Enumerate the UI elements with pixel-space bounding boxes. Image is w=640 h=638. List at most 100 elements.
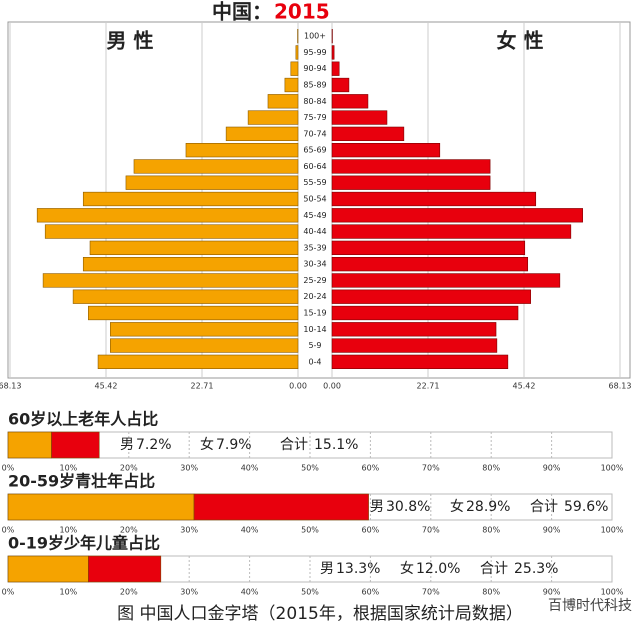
pyramid-frame [7, 21, 631, 379]
x-tick-label: 90% [543, 464, 561, 473]
x-tick-label: 70% [422, 464, 440, 473]
bar-segment [7, 493, 195, 521]
bar-female [331, 338, 498, 353]
x-tick-label: 22.71 [417, 382, 440, 391]
x-tick-label: 70% [422, 526, 440, 535]
age-label: 60-64 [303, 162, 326, 171]
x-tick-label: 80% [482, 526, 500, 535]
bar-female [331, 110, 388, 125]
bar-female [331, 289, 531, 304]
series-name: 女 [400, 560, 414, 577]
age-label: 65-69 [303, 146, 326, 155]
bar-male [89, 240, 299, 255]
x-tick-label: 50% [301, 464, 319, 473]
panel-title: 20-59岁青壮年占比 [8, 472, 155, 491]
x-tick-label: 22.71 [191, 382, 214, 391]
bar-male [247, 110, 299, 125]
caption: 图 中国人口金字塔（2015年，根据国家统计局数据） [117, 604, 523, 624]
x-tick-label: 30% [180, 588, 198, 597]
chart-subtitle: 2015 [274, 0, 330, 24]
x-tick-label: 100% [601, 464, 624, 473]
x-tick-label: 68.13 [609, 382, 632, 391]
series-name: 女 [200, 436, 214, 453]
x-tick-label: 90% [543, 526, 561, 535]
bar-female [331, 224, 572, 239]
total-label: 15.1% [314, 437, 358, 453]
x-tick-label: 0.00 [289, 382, 307, 391]
x-tick-label: 40% [241, 464, 259, 473]
x-tick-label: 20% [120, 526, 138, 535]
total-name: 合计 [280, 437, 308, 453]
x-tick-label: 60% [362, 464, 380, 473]
x-tick-label: 20% [120, 588, 138, 597]
bar-female [331, 240, 526, 255]
bar-segment [88, 555, 162, 583]
panel-title: 60岁以上老年人占比 [8, 410, 158, 429]
x-tick-label: 0% [2, 588, 15, 597]
x-tick-label: 0.00 [323, 382, 341, 391]
x-tick-label: 45.42 [513, 382, 536, 391]
x-tick-label: 70% [422, 588, 440, 597]
x-tick-label: 10% [60, 588, 78, 597]
x-tick-label: 40% [241, 526, 259, 535]
age-label: 30-34 [303, 260, 326, 269]
x-tick-label: 100% [601, 526, 624, 535]
bar-segment [7, 555, 89, 583]
x-tick-label: 30% [180, 526, 198, 535]
age-label: 35-39 [303, 243, 326, 252]
x-tick-label: 100% [601, 588, 624, 597]
x-tick-label: 40% [241, 588, 259, 597]
bar-female [331, 191, 537, 207]
bar-female [331, 126, 405, 141]
age-label: 15-19 [303, 309, 326, 318]
bar-male [82, 191, 299, 207]
value-label: 12.0% [416, 561, 460, 577]
total-label: 59.6% [564, 499, 608, 515]
bar-male [290, 61, 299, 76]
bar-female [331, 61, 340, 76]
x-tick-label: 10% [60, 464, 78, 473]
bar-female [331, 208, 583, 223]
bar-male [225, 126, 299, 141]
chart-title: 中国： [212, 0, 272, 24]
x-tick-label: 45.42 [95, 382, 118, 391]
age-label: 45-49 [303, 211, 326, 220]
x-tick-label: 80% [482, 588, 500, 597]
bar-male [44, 224, 299, 239]
age-label: 55-59 [303, 178, 326, 187]
age-label: 90-94 [303, 64, 326, 73]
age-label: 100+ [304, 32, 326, 41]
panel-title: 0-19岁少年儿童占比 [8, 534, 160, 553]
value-label: 30.8% [386, 499, 430, 515]
bar-male [185, 143, 299, 158]
total-name: 合计 [530, 499, 558, 515]
legend-female: 女 性 [497, 29, 544, 53]
x-tick-label: 68.13 [0, 382, 21, 391]
age-label: 75-79 [303, 113, 326, 122]
bar-male [36, 208, 299, 223]
value-label: 7.9% [216, 437, 252, 453]
total-label: 25.3% [514, 561, 558, 577]
value-label: 28.9% [466, 499, 510, 515]
age-label: 95-99 [303, 48, 326, 57]
bar-male [72, 289, 299, 304]
age-label: 5-9 [308, 341, 321, 350]
bar-male [110, 338, 299, 353]
age-label: 20-24 [303, 292, 326, 301]
bar-male [97, 354, 299, 369]
watermark: 百博时代科技 [548, 597, 632, 614]
bar-female [331, 354, 509, 369]
bar-female [331, 77, 350, 93]
series-name: 男 [320, 561, 334, 577]
series-name: 男 [370, 499, 384, 515]
bar-male [110, 322, 299, 337]
x-tick-label: 60% [362, 588, 380, 597]
x-tick-label: 80% [482, 464, 500, 473]
bar-female [331, 94, 369, 109]
bar-male [88, 305, 299, 321]
bar-male [82, 257, 299, 272]
age-label: 10-14 [303, 325, 326, 334]
x-tick-label: 0% [2, 526, 15, 535]
age-label: 0-4 [308, 357, 321, 366]
